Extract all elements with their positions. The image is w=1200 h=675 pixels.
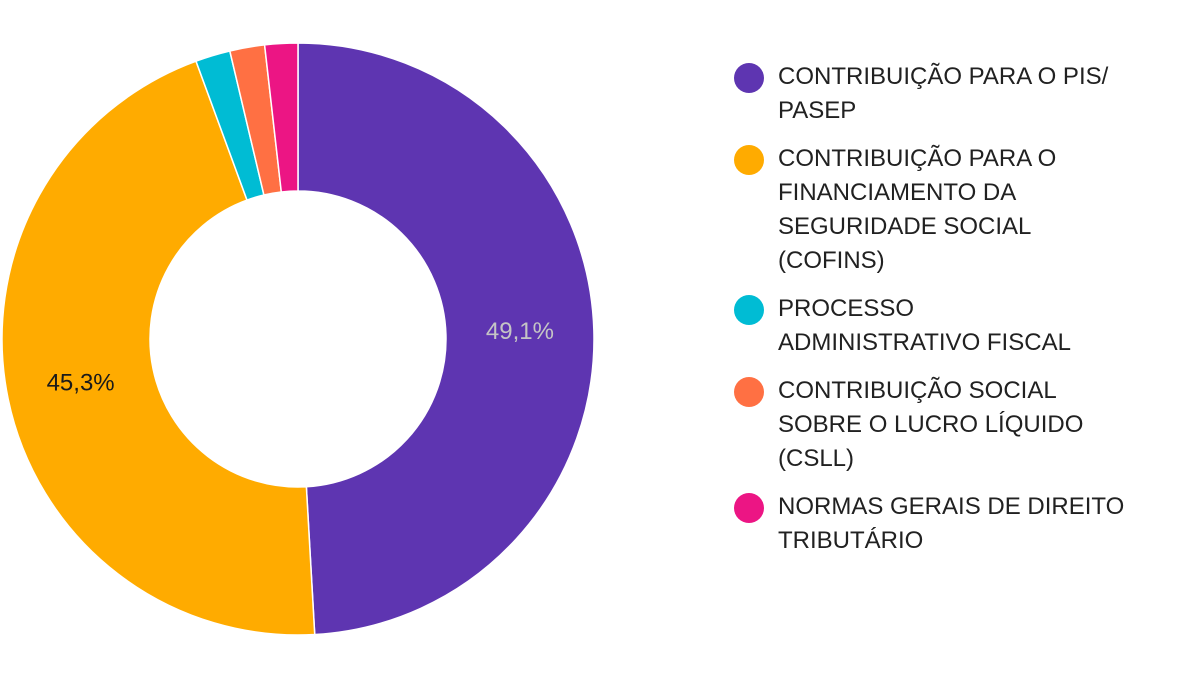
donut-plot: 49,1% 45,3% [1, 42, 595, 636]
legend-swatch-icon [734, 145, 764, 175]
legend-label: NORMAS GERAIS DE DIREITO TRIBUTÁRIO [778, 493, 1125, 554]
legend-item[interactable]: PROCESSO ADMINISTRATIVO FISCAL [734, 292, 1184, 360]
slice-data-label: 49,1% [486, 318, 554, 345]
legend-label: CONTRIBUIÇÃO PARA O PIS/ PASEP [778, 63, 1109, 124]
legend-swatch-icon [734, 295, 764, 325]
donut-slice[interactable] [1, 60, 316, 636]
legend-item[interactable]: CONTRIBUIÇÃO SOCIAL SOBRE O LUCRO LÍQUID… [734, 374, 1184, 476]
legend-label: CONTRIBUIÇÃO SOCIAL SOBRE O LUCRO LÍQUID… [778, 377, 1084, 472]
legend-item[interactable]: NORMAS GERAIS DE DIREITO TRIBUTÁRIO [734, 490, 1184, 558]
legend-swatch-icon [734, 377, 764, 407]
legend-swatch-icon [734, 63, 764, 93]
slice-data-label: 45,3% [47, 369, 115, 396]
donut-slice[interactable] [297, 42, 595, 636]
legend-swatch-icon [734, 493, 764, 523]
legend: CONTRIBUIÇÃO PARA O PIS/ PASEP CONTRIBUIÇ… [734, 60, 1184, 572]
legend-label: PROCESSO ADMINISTRATIVO FISCAL [778, 295, 1071, 356]
legend-label: CONTRIBUIÇÃO PARA O FINANCIAMENTO DA SEG… [778, 145, 1057, 274]
donut-slice[interactable] [263, 42, 299, 193]
legend-item[interactable]: CONTRIBUIÇÃO PARA O FINANCIAMENTO DA SEG… [734, 142, 1184, 278]
legend-item[interactable]: CONTRIBUIÇÃO PARA O PIS/ PASEP [734, 60, 1184, 128]
